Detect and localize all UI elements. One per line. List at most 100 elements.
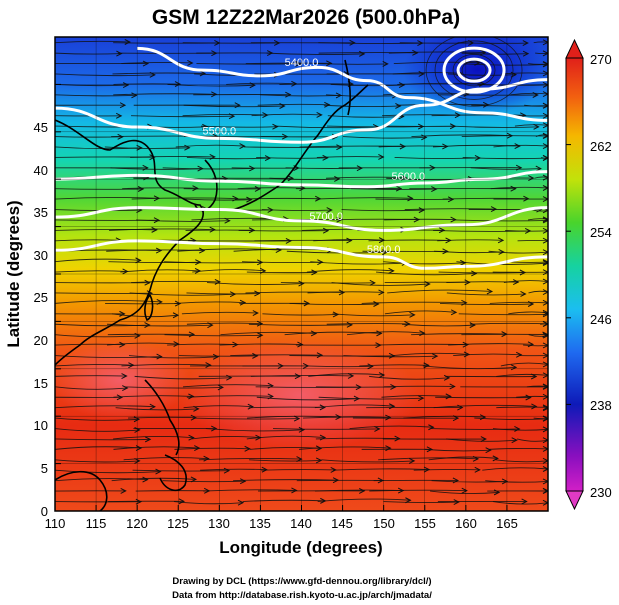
x-tick-label: 110 (45, 516, 66, 531)
streamline-arrowhead (257, 332, 264, 339)
streamline-arrowhead (174, 300, 182, 307)
streamline-arrowhead (542, 393, 548, 400)
streamline-arrowhead (117, 133, 124, 140)
streamline (256, 396, 359, 401)
streamline (458, 313, 548, 316)
streamline-arrowhead (373, 301, 380, 307)
streamline-arrowhead (474, 466, 481, 473)
streamline (447, 73, 516, 76)
streamline-arrowhead (542, 249, 548, 256)
streamline (261, 209, 332, 211)
streamline-arrowhead (542, 352, 548, 359)
streamline-arrowhead (285, 237, 292, 244)
streamline-arrowhead (542, 309, 548, 316)
streamline-arrowhead (239, 478, 247, 485)
streamline-arrowhead (326, 207, 333, 213)
streamline-arrowhead (542, 122, 548, 129)
streamline (289, 355, 395, 357)
streamline (445, 438, 517, 442)
streamline (351, 188, 437, 190)
streamline (106, 342, 179, 346)
streamline (315, 197, 413, 200)
streamline (289, 302, 379, 306)
streamline-arrowhead (419, 330, 426, 337)
streamline-arrowhead (542, 260, 548, 267)
streamline-arrowhead (199, 70, 207, 77)
streamline (55, 188, 144, 190)
streamline-arrowhead (542, 321, 548, 328)
streamline-arrowhead (144, 322, 151, 328)
streamline-arrowhead (315, 445, 323, 452)
x-tick-label: 130 (208, 516, 230, 531)
streamline (401, 323, 475, 327)
x-tick-label: 145 (331, 516, 353, 531)
streamline-arrowhead (418, 207, 426, 214)
streamline (206, 282, 304, 285)
streamline (113, 395, 194, 398)
streamline (128, 416, 196, 419)
streamline (383, 501, 459, 503)
streamline (526, 385, 548, 388)
streamline (55, 228, 157, 231)
streamline (55, 83, 129, 87)
y-tick-label: 0 (41, 504, 48, 519)
x-tick-label: 165 (496, 516, 518, 531)
streamline-arrowhead (423, 362, 430, 369)
streamline (323, 104, 401, 108)
streamline-arrowhead (486, 288, 494, 295)
streamline (461, 135, 548, 137)
streamline (378, 457, 479, 461)
streamline-arrowhead (367, 363, 374, 370)
streamline-arrowhead (485, 447, 492, 454)
streamline (454, 219, 548, 222)
streamline (261, 469, 336, 471)
streamline (343, 136, 427, 139)
colorbar: 230 238 246 254 262 270 (565, 38, 612, 511)
y-tick-label: 45 (34, 120, 48, 135)
streamline-arrowhead (426, 446, 433, 453)
streamline-arrowhead (442, 248, 449, 255)
streamline (113, 436, 194, 440)
streamline-arrowhead (542, 91, 548, 97)
streamline-arrowhead (385, 445, 392, 452)
streamline-arrowhead (450, 309, 458, 316)
streamlines (55, 37, 548, 506)
streamline-arrowhead (510, 185, 517, 192)
streamline (186, 395, 273, 398)
streamline-arrowhead (299, 185, 306, 192)
coastline-japan (231, 84, 369, 211)
streamline (383, 261, 466, 265)
streamline (308, 373, 385, 377)
streamline-arrowhead (209, 226, 216, 233)
streamline (186, 322, 263, 325)
streamline-arrowhead (449, 383, 456, 390)
streamline-arrowhead (315, 457, 323, 464)
streamline (257, 103, 330, 106)
streamline-arrowhead (438, 227, 446, 234)
streamline-arrowhead (531, 403, 538, 410)
streamline-arrowhead (116, 50, 123, 57)
streamline-arrowhead (136, 144, 143, 151)
streamline-arrowhead (464, 279, 471, 286)
streamline (107, 323, 213, 327)
streamline-arrowhead (408, 457, 416, 464)
streamline (332, 313, 415, 317)
streamline-arrowhead (336, 144, 343, 151)
streamline (457, 42, 528, 44)
streamline (505, 229, 548, 232)
streamline (462, 156, 548, 160)
streamline (55, 239, 121, 242)
streamline-arrowhead (144, 436, 152, 443)
streamline (341, 209, 424, 212)
streamline (392, 72, 462, 75)
streamline-arrowhead (193, 405, 200, 412)
streamline (306, 269, 394, 273)
streamline-arrowhead (120, 487, 127, 494)
streamline (273, 428, 380, 430)
streamline (55, 136, 123, 138)
y-tick-label: 5 (41, 461, 48, 476)
streamline (343, 355, 438, 358)
streamline-arrowhead (369, 279, 376, 286)
streamline (428, 456, 498, 461)
